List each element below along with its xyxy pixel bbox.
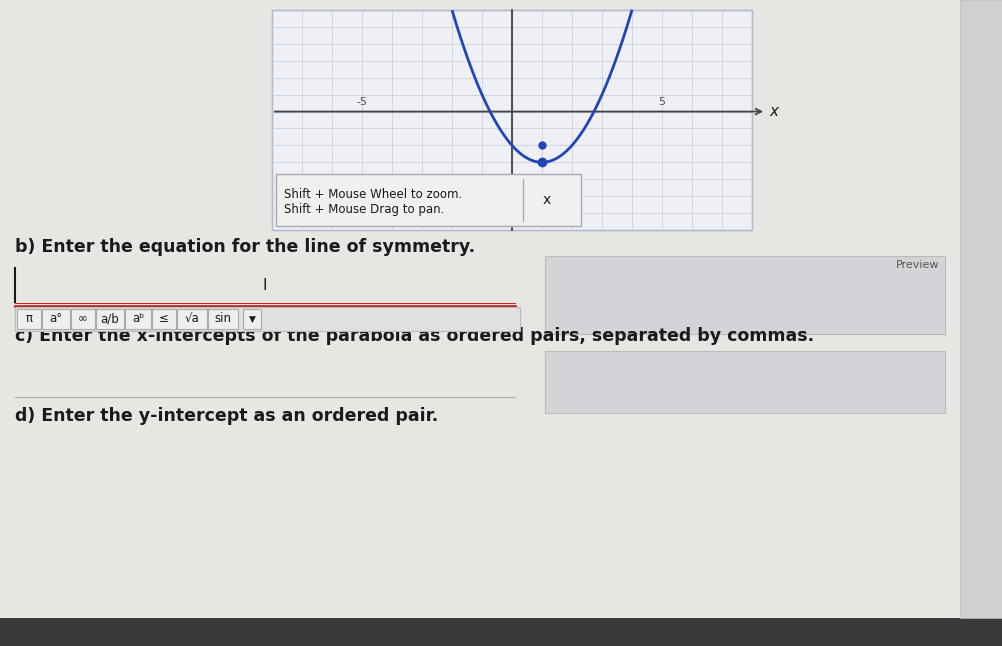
Text: c) Enter the x-intercepts of the parabola as ordered pairs, separated by commas.: c) Enter the x-intercepts of the parabol… [15, 327, 814, 345]
Bar [959, 0, 1002, 618]
Bar [544, 351, 944, 413]
Text: aᵇ: aᵇ [131, 313, 144, 326]
Text: ≤: ≤ [159, 313, 168, 326]
Bar [242, 309, 261, 329]
Bar [71, 309, 95, 329]
Text: d) Enter the y-intercept as an ordered pair.: d) Enter the y-intercept as an ordered p… [15, 407, 438, 425]
Bar [17, 309, 41, 329]
Text: a°: a° [49, 313, 62, 326]
Text: b) Enter the equation for the line of symmetry.: b) Enter the equation for the line of sy… [15, 238, 475, 256]
Text: sin: sin [214, 313, 231, 326]
Text: Shift + Mouse Drag to pan.: Shift + Mouse Drag to pan. [284, 203, 444, 216]
Text: π: π [25, 313, 32, 326]
Text: x: x [542, 193, 550, 207]
Bar [276, 174, 580, 226]
Bar [0, 618, 1002, 646]
Text: 5: 5 [658, 96, 665, 107]
Bar [42, 309, 70, 329]
Bar [272, 10, 752, 230]
Text: -5: -5 [516, 189, 527, 199]
Text: Preview: Preview [895, 260, 938, 270]
Text: a/b: a/b [100, 313, 119, 326]
Text: -5: -5 [356, 96, 367, 107]
Bar [152, 309, 175, 329]
Text: Shift + Mouse Wheel to zoom.: Shift + Mouse Wheel to zoom. [284, 188, 462, 201]
Bar [207, 309, 237, 329]
Text: x: x [769, 104, 778, 119]
Text: √a: √a [184, 313, 199, 326]
Bar [96, 309, 124, 329]
Bar [544, 256, 944, 334]
Bar [176, 309, 206, 329]
Bar [15, 307, 519, 331]
Text: ▼: ▼ [248, 315, 256, 324]
Bar [125, 309, 151, 329]
Text: ∞: ∞ [78, 313, 88, 326]
Text: I: I [263, 278, 267, 293]
